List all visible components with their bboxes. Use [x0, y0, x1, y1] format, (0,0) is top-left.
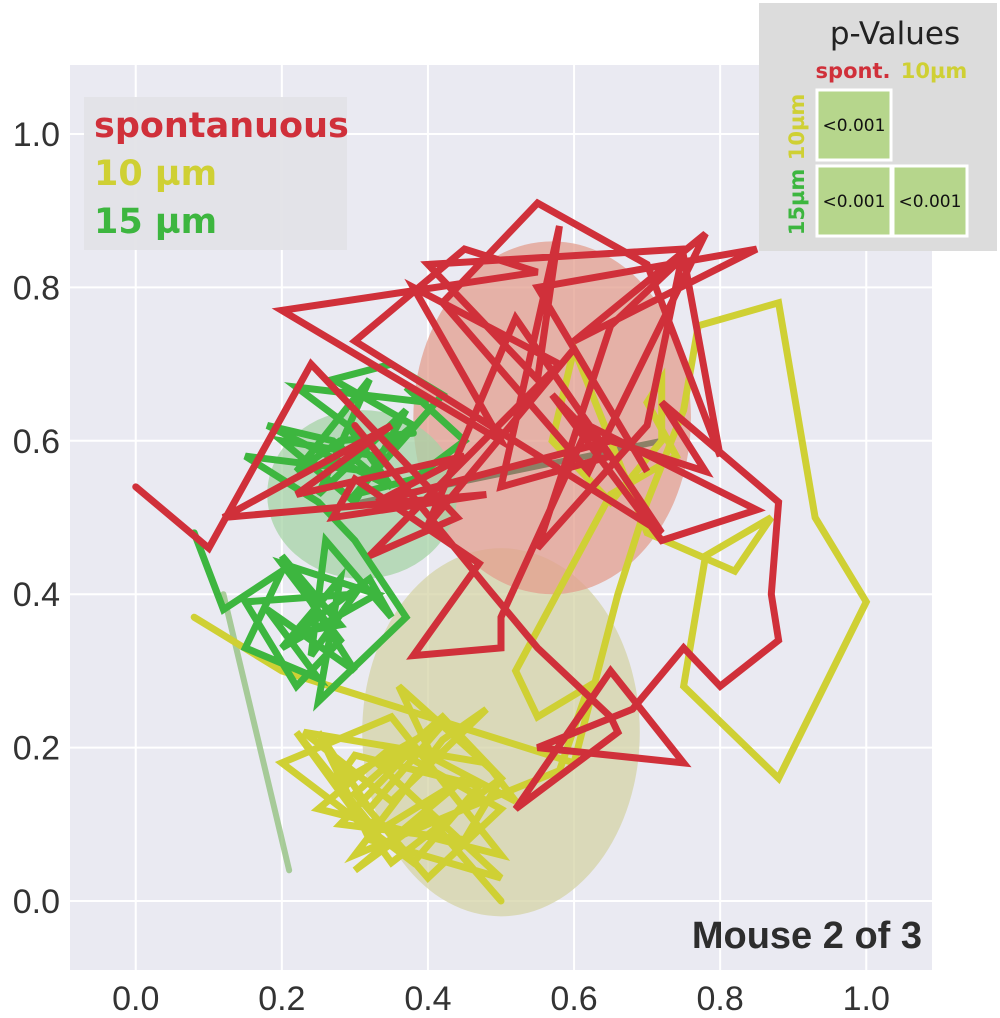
x-tick-label: 1.0 — [843, 980, 890, 1018]
legend: spontanuous 10 µm 15 µm — [84, 97, 349, 250]
x-tick-label: 0.4 — [404, 980, 451, 1018]
x-tick-label: 0.6 — [550, 980, 597, 1018]
y-tick-label: 0.6 — [13, 423, 60, 461]
y-tick-label: 0.0 — [13, 883, 60, 921]
pvalue-panel: p-Values spont. 10µm 10µm 15µm <0.001<0.… — [759, 3, 997, 251]
legend-label-15um: 15 µm — [94, 202, 217, 242]
pvalue-cell-text: <0.001 — [823, 116, 886, 136]
pvalue-col-label-spont: spont. — [816, 59, 891, 83]
pvalue-cell-text: <0.001 — [899, 192, 962, 212]
legend-box — [84, 97, 347, 250]
y-tick-label: 0.4 — [13, 576, 60, 614]
series-line-spontanuous — [132, 198, 783, 812]
pvalue-row-label-15um: 15µm — [785, 169, 809, 236]
pvalue-cells: <0.001 <0.001 <0.001 — [815, 88, 969, 238]
series-line-10um — [190, 298, 871, 905]
pvalue-cell-text: <0.001 — [823, 192, 886, 212]
x-tick-label: 0.0 — [112, 980, 159, 1018]
y-tick-label: 0.2 — [13, 730, 60, 768]
pvalue-cell — [815, 88, 893, 162]
pvalue-row-label-10um: 10µm — [785, 94, 809, 161]
legend-label-10um: 10 µm — [94, 154, 217, 194]
y-tick-label: 0.8 — [13, 269, 60, 307]
legend-label-spontanuous: spontanuous — [94, 106, 349, 146]
y-tick-label: 1.0 — [13, 116, 60, 154]
x-tick-label: 0.8 — [697, 980, 744, 1018]
x-tick-label: 0.2 — [258, 980, 305, 1018]
series-lines — [132, 198, 871, 905]
pvalue-cell — [815, 164, 893, 238]
tick-labels: 0.0 0.2 0.4 0.6 0.8 1.0 0.0 0.2 0.4 0.6 0.8 1.0 — [13, 116, 890, 1018]
mouse-label: Mouse 2 of 3 — [692, 915, 922, 957]
pvalue-col-label-10um: 10µm — [901, 59, 968, 83]
pvalue-title: p-Values — [830, 16, 960, 52]
pvalue-cell — [891, 164, 969, 238]
